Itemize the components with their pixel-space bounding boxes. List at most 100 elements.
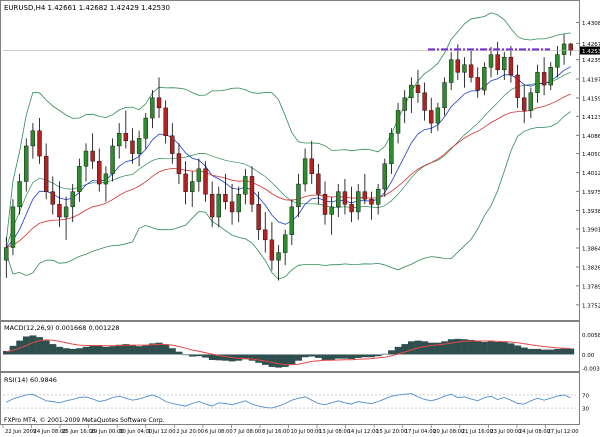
bull-candle [382, 163, 387, 190]
time-tick-label: 24 Jun 08:00 [34, 429, 67, 435]
bull-candle [448, 59, 454, 83]
macd-bar [3, 351, 10, 355]
price-tick-label: 1.39380 [582, 209, 600, 215]
price-tick-label: 1.41970 [582, 77, 600, 83]
main-price-axis: 1.43083 1.42672 1.42350 1.41970 1.41595 1.412… [576, 21, 600, 309]
macd-bar [427, 342, 435, 355]
macd-bar [454, 338, 462, 355]
bull-candle [356, 191, 361, 213]
macd-bar [149, 343, 156, 355]
macd-bar [500, 342, 508, 355]
macd-bar [208, 354, 216, 360]
macd-bar [95, 345, 103, 355]
macd-bar [341, 354, 349, 359]
price-tick-label: 1.38640 [582, 246, 600, 252]
rsi-title: RSI(14) 60.9846 [4, 376, 57, 384]
macd-bar [102, 346, 110, 355]
macd-bar [487, 341, 495, 355]
macd-bar [301, 354, 309, 358]
bear-candle [322, 193, 328, 215]
bear-candle [256, 204, 261, 230]
macd-bar [29, 335, 37, 355]
bull-candle [555, 54, 560, 68]
bull-candle [482, 67, 487, 91]
bull-candle [488, 54, 494, 68]
rsi-line [3, 393, 576, 409]
bull-candle [435, 107, 441, 124]
time-tick-label: 2 Jul 20:00 [176, 429, 204, 435]
bear-candle [495, 54, 500, 71]
price-tick-label: 1.40860 [582, 134, 600, 140]
time-tick-label: 27 Jul 12:00 [547, 429, 578, 435]
macd-bar [155, 342, 163, 355]
macd-bar [275, 354, 283, 368]
bear-candle [130, 140, 135, 154]
price-tick-label: 1.42672 [582, 42, 600, 48]
bear-candle [229, 201, 235, 213]
macd-bar [122, 344, 130, 355]
bull-candle [243, 176, 248, 195]
price-tick-label: 1.41235 [582, 115, 600, 121]
time-tick-label: 29 Jun 00:00 [91, 429, 124, 435]
bear-candle [90, 150, 95, 162]
time-tick-label: 22 Jun 2009 [5, 429, 36, 435]
macd-bar [560, 348, 568, 355]
macd-bar [268, 354, 276, 367]
bear-candle [468, 64, 474, 78]
rsi-path [6, 393, 571, 409]
price-tick-label: 1.40125 [582, 171, 600, 177]
macd-bar [69, 348, 77, 355]
bull-candle [110, 145, 115, 175]
macd-bar [348, 354, 356, 359]
bull-candle [389, 133, 394, 164]
price-tick-label: 1.41595 [582, 97, 600, 103]
time-tick-label: 15 Jul 20:00 [376, 429, 407, 435]
current-price-label: 1.42530 [582, 49, 600, 55]
bull-candle [4, 247, 9, 261]
macd-bar [321, 354, 329, 360]
bear-candle [57, 204, 62, 218]
bear-candle [209, 193, 215, 218]
macd-bar [554, 348, 561, 355]
macd-histogram [3, 335, 575, 368]
time-tick-label: 13 Jul 08:00 [319, 429, 350, 435]
macd-bar [308, 354, 316, 357]
bull-candle [548, 67, 553, 86]
bull-candle [528, 92, 534, 111]
macd-title: MACD(12,26,9) 0.001668 0.001228 [4, 324, 120, 332]
time-tick-label: 24 Jul 08:00 [519, 429, 550, 435]
bull-candle [77, 166, 82, 192]
macd-bar [62, 348, 70, 355]
bear-candle [170, 135, 175, 154]
macd-bar [547, 349, 555, 355]
macd-bar [394, 346, 402, 355]
bull-candle [296, 183, 301, 208]
bull-candle [136, 138, 142, 154]
macd-bar [182, 354, 190, 356]
bear-candle [156, 97, 162, 109]
bear-candle [309, 158, 314, 175]
time-tick-label: 21 Jul 16:00 [462, 429, 493, 435]
price-tick-label: 1.43083 [582, 21, 600, 27]
macd-bar [142, 345, 150, 355]
bear-candle [362, 191, 368, 200]
bear-candle [568, 43, 573, 51]
bull-candle [30, 130, 36, 147]
bear-candle [37, 130, 42, 157]
macd-bar [514, 345, 522, 355]
bear-candle [522, 97, 527, 111]
macd-bar [421, 341, 429, 355]
macd-bar [115, 344, 123, 355]
bull-candle [190, 181, 195, 192]
bull-candle [561, 43, 567, 55]
bull-candle [236, 193, 241, 213]
bull-candle [24, 145, 29, 182]
macd-signal-line [6, 339, 571, 366]
macd-bar [481, 342, 488, 355]
bear-candle [422, 92, 427, 111]
bull-candle [442, 82, 447, 109]
macd-bar [527, 348, 535, 355]
macd-bar [76, 348, 83, 355]
current-price-box [580, 46, 600, 55]
